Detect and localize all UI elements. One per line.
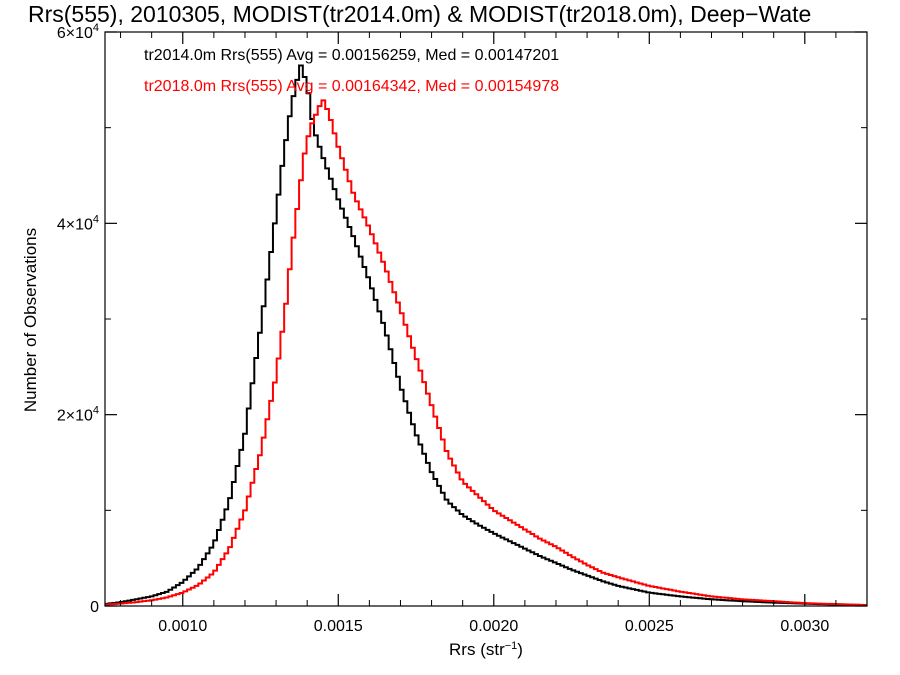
legend: tr2014.0m Rrs(555) Avg = 0.00156259, Med… <box>144 47 559 95</box>
x-axis-label: Rrs (str−1) <box>449 640 523 659</box>
legend-entry-2: tr2018.0m Rrs(555) Avg = 0.00164342, Med… <box>144 78 559 95</box>
legend-entry-1: tr2014.0m Rrs(555) Avg = 0.00156259, Med… <box>144 47 559 64</box>
x-tick-label: 0.0020 <box>469 618 518 635</box>
y-tick-label: 0 <box>90 599 99 616</box>
y-tick-label: 4×104 <box>57 213 99 233</box>
y-axis-label: Number of Observations <box>21 228 40 412</box>
y-tick-label: 6×104 <box>57 22 99 42</box>
x-tick-label: 0.0025 <box>625 618 674 635</box>
y-tick-label: 2×104 <box>57 405 99 425</box>
x-tick-label: 0.0010 <box>158 618 207 635</box>
series-line-1 <box>105 64 868 607</box>
x-tick-label: 0.0030 <box>780 618 829 635</box>
tick-layer: 0.0010 0.0015 0.0020 0.0025 0.0030 0 2×104 4×10… <box>57 22 868 635</box>
series-line-2 <box>105 99 868 607</box>
x-tick-label: 0.0015 <box>314 618 363 635</box>
series-layer <box>105 64 868 607</box>
chart-title: Rrs(555), 2010305, MODIST(tr2014.0m) & M… <box>28 1 811 27</box>
plot-frame <box>104 31 868 607</box>
